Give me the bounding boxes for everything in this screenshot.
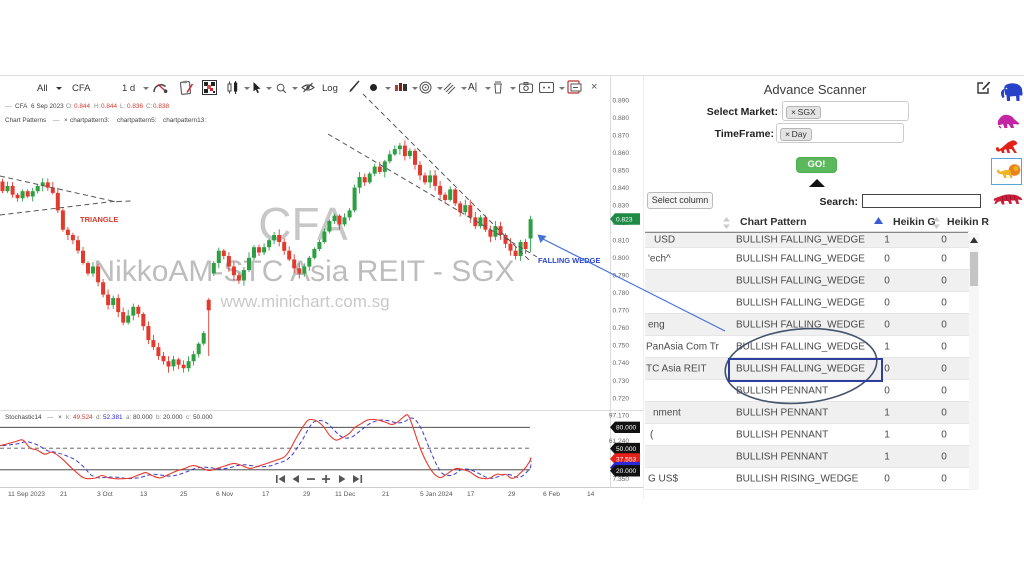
svg-text:29: 29: [303, 491, 311, 498]
svg-text:21: 21: [60, 491, 68, 498]
svg-text:chartpattern13:: chartpattern13:: [163, 117, 206, 124]
svg-text:0.800: 0.800: [612, 255, 629, 262]
svg-text:L:: L:: [120, 103, 126, 110]
svg-text:7.350: 7.350: [612, 476, 629, 483]
svg-text:0.740: 0.740: [612, 360, 629, 367]
svg-text:0.836: 0.836: [127, 103, 143, 110]
svg-text:37.553: 37.553: [616, 456, 637, 463]
svg-text:0.760: 0.760: [612, 325, 629, 332]
svg-text:3 Oct: 3 Oct: [97, 491, 113, 498]
svg-text:11 Sep 2023: 11 Sep 2023: [8, 491, 45, 498]
svg-text:6 Nov: 6 Nov: [216, 491, 234, 498]
svg-text:×: ×: [64, 117, 68, 124]
svg-text:6 Feb: 6 Feb: [543, 491, 560, 498]
svg-text:97.170: 97.170: [609, 413, 630, 420]
svg-text:17: 17: [262, 491, 270, 498]
svg-text:0.823: 0.823: [616, 216, 633, 223]
svg-text:29: 29: [508, 491, 516, 498]
svg-text:0.730: 0.730: [612, 378, 629, 385]
svg-text:0.844: 0.844: [74, 103, 90, 110]
svg-text:d:: d:: [96, 414, 102, 421]
svg-text:FALLING WEDGE: FALLING WEDGE: [538, 256, 601, 265]
svg-text:21: 21: [382, 491, 390, 498]
svg-text:0.790: 0.790: [612, 273, 629, 280]
svg-text:TRIANGLE: TRIANGLE: [80, 215, 118, 224]
svg-text:17: 17: [467, 491, 475, 498]
svg-text:0.810: 0.810: [612, 238, 629, 245]
svg-text:chartpattern5:: chartpattern5:: [117, 117, 157, 124]
svg-text:H:: H:: [94, 103, 101, 110]
svg-text:www.minichart.com.sg: www.minichart.com.sg: [219, 292, 389, 311]
svg-text:6 Sep 2023: 6 Sep 2023: [31, 103, 64, 110]
svg-text:80.000: 80.000: [616, 425, 637, 432]
svg-text:0.890: 0.890: [612, 97, 629, 104]
svg-text:0.838: 0.838: [153, 103, 169, 110]
svg-text:52.381: 52.381: [103, 414, 123, 421]
svg-text:49.524: 49.524: [73, 414, 93, 421]
svg-text:k:: k:: [66, 414, 71, 421]
svg-text:Chart Patterns: Chart Patterns: [5, 117, 46, 124]
svg-text:0.720: 0.720: [612, 395, 629, 402]
svg-text:13: 13: [140, 491, 148, 498]
svg-text:0.870: 0.870: [612, 132, 629, 139]
svg-text:×: ×: [58, 414, 62, 421]
svg-text:0.840: 0.840: [612, 185, 629, 192]
svg-text:0.844: 0.844: [101, 103, 117, 110]
svg-text:Stochastic14: Stochastic14: [5, 414, 42, 421]
svg-text:0.860: 0.860: [612, 150, 629, 157]
svg-text:80.000: 80.000: [133, 414, 153, 421]
svg-text:0.770: 0.770: [612, 308, 629, 315]
svg-text:0.750: 0.750: [612, 343, 629, 350]
svg-text:14: 14: [587, 491, 595, 498]
svg-text:50.000: 50.000: [616, 446, 637, 453]
svg-text:0.850: 0.850: [612, 167, 629, 174]
svg-text:50.000: 50.000: [193, 414, 213, 421]
svg-text:b:: b:: [156, 414, 162, 421]
svg-text:20.000: 20.000: [616, 468, 637, 475]
svg-text:5 Jan 2024: 5 Jan 2024: [420, 491, 453, 498]
svg-text:c:: c:: [186, 414, 191, 421]
svg-text:O:: O:: [66, 103, 73, 110]
svg-text:—: —: [47, 414, 54, 421]
svg-text:20.000: 20.000: [163, 414, 183, 421]
svg-text:a:: a:: [126, 414, 132, 421]
svg-text:chartpattern3:: chartpattern3:: [70, 117, 110, 124]
svg-text:—: —: [53, 117, 60, 124]
svg-text:0.880: 0.880: [612, 115, 629, 122]
svg-text:25: 25: [180, 491, 188, 498]
svg-text:C:: C:: [146, 103, 153, 110]
svg-text:61.240: 61.240: [609, 438, 630, 445]
svg-text:0.830: 0.830: [612, 203, 629, 210]
svg-text:CFA: CFA: [258, 198, 348, 250]
svg-text:—: —: [5, 103, 12, 110]
svg-text:11 Dec: 11 Dec: [335, 491, 356, 498]
svg-text:CFA: CFA: [15, 103, 28, 110]
svg-text:0.780: 0.780: [612, 290, 629, 297]
